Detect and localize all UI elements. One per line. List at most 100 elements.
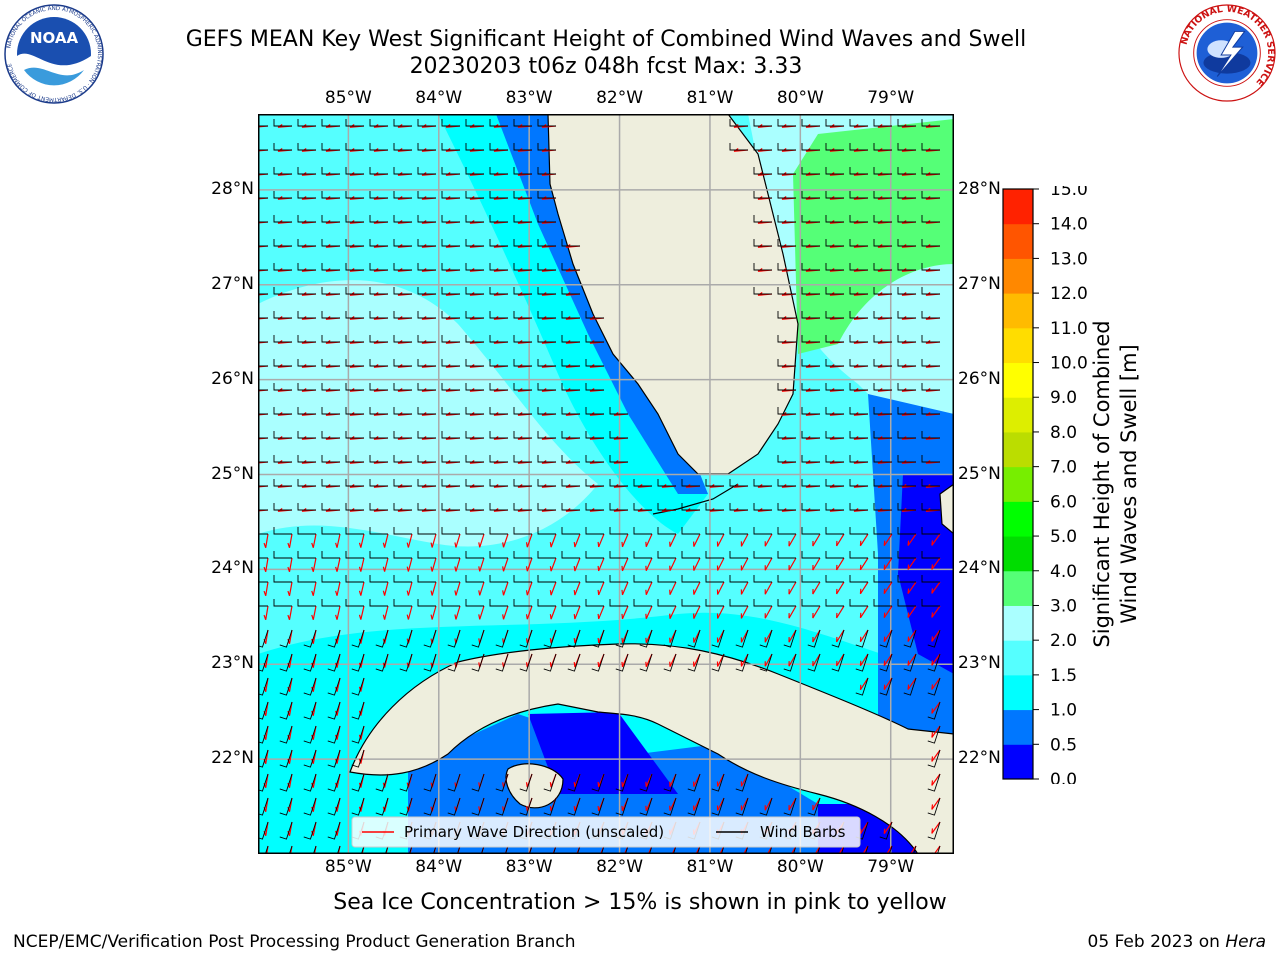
legend-barb-label: Wind Barbs — [760, 823, 846, 841]
lon-tick-top: 82°W — [596, 88, 644, 108]
wind-barb — [258, 653, 269, 672]
wind-barb — [504, 845, 509, 854]
wind-barb — [735, 653, 749, 672]
wind-barb — [663, 629, 677, 648]
wind-barb — [825, 575, 844, 583]
wind-barb — [687, 797, 701, 816]
wave-vector — [669, 581, 677, 595]
wind-barb — [672, 845, 677, 854]
wind-barb — [777, 575, 796, 583]
noaa-logo-text: NOAA — [30, 29, 79, 47]
wind-barb — [465, 431, 484, 439]
wave-vector — [883, 845, 893, 854]
wave-vector — [645, 533, 653, 548]
wind-barb — [537, 335, 556, 343]
wind-barb — [600, 845, 605, 854]
wave-vector — [335, 821, 341, 836]
wave-vector — [525, 557, 533, 572]
wind-barb — [729, 527, 748, 535]
wind-barb — [681, 551, 700, 559]
colorbar-tick-label: 8.0 — [1050, 423, 1077, 443]
wave-vector — [836, 581, 845, 595]
wind-barb — [777, 263, 796, 271]
wind-barb — [303, 629, 317, 648]
wind-barb — [417, 503, 436, 511]
wind-barb — [417, 551, 436, 559]
wind-barb — [258, 317, 268, 319]
colorbar-cell — [1003, 570, 1033, 606]
wind-barb — [513, 383, 532, 391]
wind-barb — [441, 383, 460, 391]
wave-vector — [335, 653, 341, 668]
colorbar-tick-label: 6.0 — [1050, 492, 1077, 512]
wind-barb — [873, 527, 892, 535]
wave-vector — [764, 629, 773, 643]
wind-barb — [777, 383, 796, 391]
lat-tick-left: 28°N — [211, 178, 254, 199]
wave-height-map: Primary Wave Direction (unscaled) Wind B… — [258, 114, 954, 854]
wind-barb — [423, 797, 437, 816]
wave-vector — [573, 533, 581, 548]
wind-barb — [801, 431, 820, 439]
wind-barb — [735, 797, 749, 816]
wind-barb — [777, 599, 796, 607]
wind-barb — [585, 431, 604, 439]
wind-barb — [489, 143, 508, 151]
wind-barb — [801, 215, 820, 223]
wind-barb — [849, 359, 868, 367]
wind-barb — [561, 503, 580, 511]
wind-barb — [783, 629, 797, 648]
wind-barb — [345, 359, 364, 367]
wind-barb — [297, 143, 316, 151]
wind-barb — [921, 479, 940, 487]
wind-barb — [303, 701, 317, 720]
wind-barb — [849, 335, 868, 343]
wind-barb — [609, 431, 628, 439]
wave-vector — [836, 845, 845, 854]
wind-barb — [759, 653, 773, 672]
wind-barb — [711, 629, 725, 648]
wind-barb — [273, 599, 292, 607]
wave-vector — [669, 629, 677, 643]
wind-barb — [495, 773, 509, 792]
wind-barb — [897, 287, 916, 295]
wave-vector — [597, 581, 605, 596]
wind-barb — [273, 263, 292, 271]
wind-barb — [639, 773, 653, 792]
lat-tick-right: 28°N — [958, 178, 1001, 199]
wind-barb — [849, 215, 868, 223]
wave-vector — [311, 581, 317, 596]
wind-barb — [465, 503, 484, 511]
wave-vector — [883, 605, 893, 618]
wave-vector — [693, 773, 701, 787]
wave-zone-0to0.5-bahamas — [898, 474, 954, 674]
wind-barb — [849, 527, 868, 535]
wave-vector — [836, 557, 845, 571]
wind-barb — [585, 575, 604, 583]
wind-barb — [792, 845, 797, 854]
wave-vector — [669, 797, 677, 811]
colorbar-cell — [1003, 431, 1033, 468]
wind-barb — [258, 725, 269, 744]
wave-vector — [907, 605, 917, 618]
wind-barb — [273, 167, 292, 175]
lat-tick-left: 24°N — [211, 558, 254, 579]
wind-barb — [321, 599, 340, 607]
wave-vector — [907, 629, 917, 642]
wind-barb — [288, 845, 293, 854]
wind-barb — [777, 143, 796, 151]
wind-barb — [432, 845, 437, 854]
wind-barb — [873, 455, 892, 463]
wind-barb — [639, 797, 653, 816]
wind-barb — [417, 167, 436, 175]
wave-vector — [454, 533, 461, 548]
wind-barb — [471, 629, 485, 648]
lat-tick-left: 22°N — [211, 748, 254, 769]
wind-barb — [897, 599, 916, 607]
wind-barb — [735, 773, 749, 792]
wave-vector — [382, 557, 389, 572]
colorbar-tick-label: 13.0 — [1050, 249, 1088, 269]
wind-barb — [633, 575, 652, 583]
wind-barb — [561, 575, 580, 583]
wind-barb — [609, 551, 628, 559]
